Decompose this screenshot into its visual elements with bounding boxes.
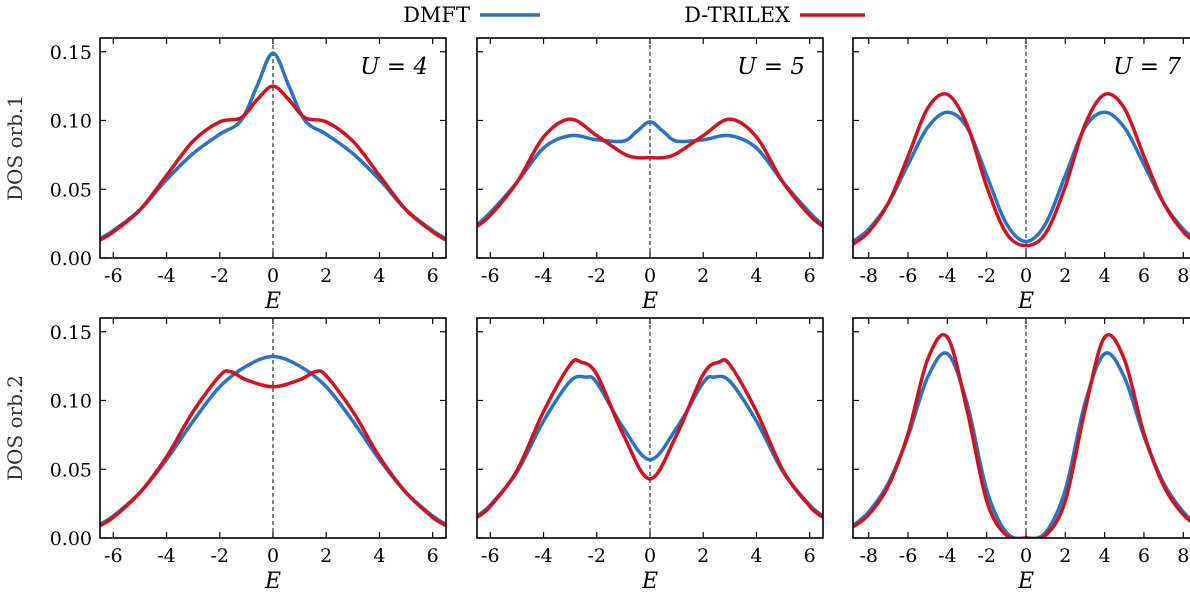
panel-r2c1: -6 -4 -2 0 2 4 6 0.00 0.05 0.10 0.15 E DOS orb.2: [3, 317, 447, 594]
x-tick-label: 6: [427, 265, 439, 287]
panel-r1c2: -6 -4 -2 0 2 4 6 E U = 5: [476, 37, 824, 314]
panel-r2c3: -8 -6 -4 -2 0 2 4 6 8 E: [852, 317, 1190, 594]
panel-annotation: U = 7: [1113, 54, 1181, 80]
y-axis-label: DOS orb.1: [3, 95, 27, 201]
x-tick-label: 4: [373, 545, 385, 567]
x-tick-label: 6: [1138, 545, 1150, 567]
y-tick-label: 0.10: [50, 111, 92, 133]
series-line-dmft: [477, 374, 823, 518]
panel-frame: [99, 317, 447, 539]
x-tick-label: -4: [938, 265, 957, 287]
y-tick-label: 0.15: [50, 42, 92, 64]
x-tick-label: 8: [1177, 545, 1189, 567]
x-tick-label: -6: [899, 545, 918, 567]
x-tick-label: 8: [1177, 265, 1189, 287]
x-tick-label: -2: [977, 545, 996, 567]
x-tick-label: 0: [1020, 265, 1032, 287]
legend-label-dtrilex: D-TRILEX: [684, 3, 790, 27]
legend: DMFT D-TRILEX: [403, 3, 865, 27]
x-axis-label: E: [264, 289, 281, 314]
x-tick-label: 6: [804, 545, 816, 567]
x-tick-label: 6: [1138, 265, 1150, 287]
x-axis-label: E: [1017, 569, 1034, 594]
series-line-d-trilex: [100, 84, 446, 242]
x-tick-label: 2: [320, 265, 332, 287]
x-tick-label: -6: [481, 545, 500, 567]
x-tick-label: 0: [644, 545, 656, 567]
y-tick-label: 0.15: [50, 322, 92, 344]
x-tick-label: 6: [427, 545, 439, 567]
legend-label-dmft: DMFT: [403, 3, 470, 27]
y-tick-label: 0.00: [50, 248, 92, 270]
x-tick-label: 2: [697, 545, 709, 567]
series-line-dmft: [853, 110, 1190, 244]
panel-r1c3: -8 -6 -4 -2 0 2 4 6 8 E U = 7: [852, 37, 1190, 314]
x-tick-label: 2: [1059, 265, 1071, 287]
x-tick-label: 0: [1020, 545, 1032, 567]
y-tick-label: 0.05: [50, 459, 92, 481]
x-tick-label: -4: [157, 545, 176, 567]
x-tick-label: 0: [644, 265, 656, 287]
x-tick-label: 2: [697, 265, 709, 287]
x-tick-label: -2: [588, 545, 607, 567]
x-axis-label: E: [264, 569, 281, 594]
y-tick-label: 0.05: [50, 179, 92, 201]
x-tick-label: 4: [373, 265, 385, 287]
series-line-d-trilex: [477, 117, 823, 228]
series-line-d-trilex: [853, 333, 1190, 538]
series-line-d-trilex: [477, 357, 823, 519]
x-tick-label: 6: [804, 265, 816, 287]
x-tick-label: 2: [1059, 545, 1071, 567]
series-line-dmft: [477, 120, 823, 227]
panel-annotation: U = 4: [360, 54, 428, 80]
x-tick-label: -2: [977, 265, 996, 287]
x-tick-label: -8: [859, 265, 878, 287]
x-tick-label: -2: [588, 265, 607, 287]
x-tick-label: -6: [481, 265, 500, 287]
x-tick-label: -6: [104, 545, 123, 567]
y-tick-label: 0.00: [50, 528, 92, 550]
x-tick-label: -6: [899, 265, 918, 287]
series-line-d-trilex: [100, 369, 446, 528]
x-tick-label: -4: [157, 265, 176, 287]
series-line-d-trilex: [853, 92, 1190, 248]
x-tick-label: -4: [534, 265, 553, 287]
x-tick-label: 0: [267, 545, 279, 567]
x-tick-label: -4: [938, 545, 957, 567]
panel-frame: [476, 317, 824, 539]
panel-r2c2: -6 -4 -2 0 2 4 6 E: [476, 317, 824, 594]
y-axis-label: DOS orb.2: [3, 375, 27, 481]
x-tick-label: 4: [1099, 265, 1111, 287]
panel-annotation: U = 5: [737, 54, 805, 80]
x-tick-label: 4: [750, 545, 762, 567]
x-tick-label: -4: [534, 545, 553, 567]
y-tick-label: 0.10: [50, 391, 92, 413]
x-tick-label: -2: [211, 545, 230, 567]
x-tick-label: 0: [267, 265, 279, 287]
x-axis-label: E: [641, 569, 658, 594]
panel-r1c1: -6 -4 -2 0 2 4 6 0.00 0.05 0.10 0.15 E DOS orb.1 U = …: [3, 37, 447, 314]
panels: -6 -4 -2 0 2 4 6 0.00 0.05 0.10 0.15 E DOS orb.1 U = …: [3, 37, 1190, 594]
x-tick-label: -8: [859, 545, 878, 567]
x-tick-label: -2: [211, 265, 230, 287]
x-axis-label: E: [1017, 289, 1034, 314]
x-tick-label: 4: [750, 265, 762, 287]
x-tick-label: 2: [320, 545, 332, 567]
x-tick-label: 4: [1099, 545, 1111, 567]
x-axis-label: E: [641, 289, 658, 314]
x-tick-label: -6: [104, 265, 123, 287]
